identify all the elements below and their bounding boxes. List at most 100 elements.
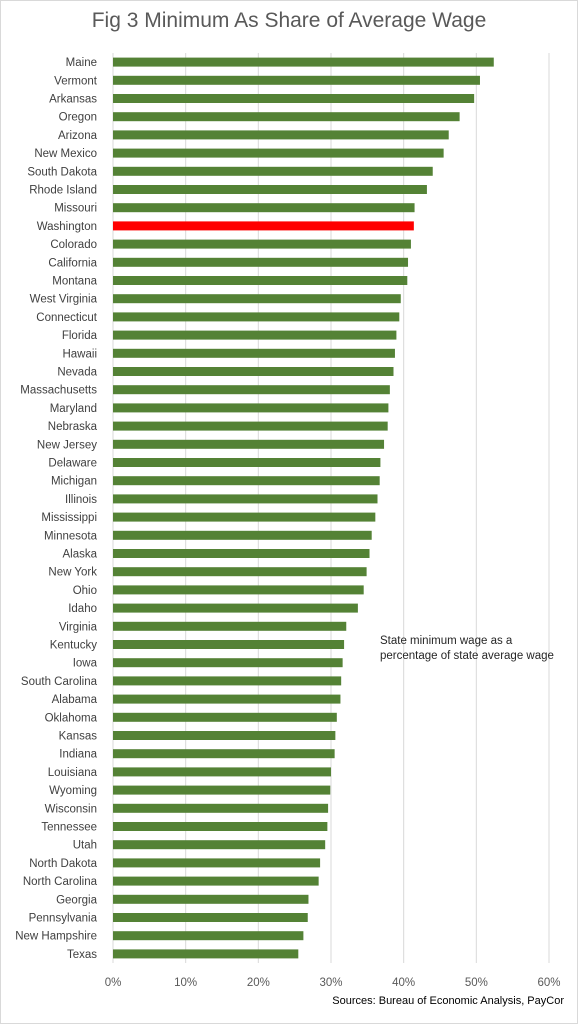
category-label: Vermont <box>54 75 98 87</box>
category-labels: Maine Vermont Arkansas Oregon Arizona New Mex… <box>15 57 98 961</box>
bar <box>113 876 319 886</box>
bar <box>113 257 409 267</box>
category-label: West Virginia <box>30 294 98 306</box>
x-tick-label: 0% <box>105 977 122 989</box>
category-label: Pennsylvania <box>29 913 98 925</box>
category-label: Kentucky <box>50 640 98 652</box>
bar <box>113 294 401 304</box>
category-label: Massachusetts <box>20 385 97 397</box>
bar <box>113 239 411 249</box>
x-tick-label: 60% <box>537 977 560 989</box>
bar <box>113 949 299 959</box>
bar <box>113 567 367 577</box>
bar <box>113 385 390 395</box>
category-label: Mississippi <box>41 512 97 524</box>
bar <box>113 731 336 740</box>
bar <box>113 494 378 504</box>
category-label: Connecticut <box>36 312 98 324</box>
bar <box>113 822 328 831</box>
category-label: California <box>48 257 97 269</box>
category-label: Arizona <box>58 130 98 142</box>
category-label: Rhode Island <box>29 185 97 197</box>
bar <box>113 312 400 322</box>
bar <box>113 658 343 668</box>
bar <box>113 530 372 540</box>
bar <box>113 130 449 140</box>
category-label: Nevada <box>57 367 97 379</box>
category-label: Hawaii <box>62 348 97 360</box>
x-tick-labels: 0% 10% 20% 30% 40% 50% 60% <box>105 977 561 989</box>
bar <box>113 203 415 213</box>
category-label: Texas <box>67 949 97 961</box>
bar <box>113 185 427 194</box>
bar <box>113 858 321 868</box>
bar <box>113 94 475 103</box>
bar <box>113 749 335 759</box>
category-label: South Carolina <box>21 676 98 688</box>
category-label: Ohio <box>73 585 97 597</box>
category-label: New York <box>48 567 97 579</box>
x-tick-label: 10% <box>174 977 197 989</box>
category-label: North Carolina <box>23 876 98 888</box>
category-label: Arkansas <box>49 94 97 106</box>
bar <box>113 112 460 122</box>
category-label: Washington <box>37 221 97 233</box>
category-label: Oklahoma <box>45 712 98 724</box>
bar <box>113 439 385 449</box>
x-tick-label: 20% <box>247 977 270 989</box>
category-label: Alaska <box>62 549 97 561</box>
category-label: Nebraska <box>48 421 98 433</box>
bar <box>113 676 342 686</box>
category-label: Louisiana <box>48 767 98 779</box>
category-label: New Mexico <box>34 148 97 160</box>
bars <box>113 57 494 959</box>
chart-title: Fig 3 Minimum As Share of Average Wage <box>91 9 487 32</box>
category-label: Oregon <box>59 112 97 124</box>
bar <box>113 603 358 613</box>
bar <box>113 894 309 904</box>
x-tick-label: 50% <box>465 977 488 989</box>
bar <box>113 549 370 558</box>
category-label: Indiana <box>59 749 97 761</box>
category-label: Minnesota <box>44 530 98 542</box>
x-tick-label: 30% <box>319 977 342 989</box>
category-label: Georgia <box>56 894 98 906</box>
bar <box>113 330 397 340</box>
bar <box>113 458 381 467</box>
category-label: New Hampshire <box>15 931 97 943</box>
category-label: Maine <box>66 57 97 69</box>
bar <box>113 367 394 376</box>
category-label: Alabama <box>52 694 98 706</box>
category-label: Idaho <box>68 603 97 615</box>
category-label: Kansas <box>59 731 98 743</box>
category-label: Florida <box>62 330 98 342</box>
category-label: Iowa <box>73 658 98 670</box>
bar <box>113 913 308 922</box>
category-label: Wisconsin <box>45 803 97 815</box>
category-label: Virginia <box>59 621 98 633</box>
category-label: North Dakota <box>29 858 97 870</box>
bar <box>113 785 331 795</box>
source-note: Sources: Bureau of Economic Analysis, Pa… <box>332 995 564 1007</box>
bar <box>113 57 494 67</box>
category-label: New Jersey <box>37 439 97 451</box>
bar <box>113 767 331 777</box>
bar <box>113 148 444 158</box>
category-label: Tennessee <box>41 822 97 834</box>
category-label: Michigan <box>51 476 97 488</box>
x-tick-label: 40% <box>392 977 415 989</box>
bar <box>113 75 480 85</box>
bar <box>113 512 376 522</box>
category-label: Maryland <box>50 403 97 415</box>
category-label: Montana <box>52 276 97 288</box>
bar <box>113 931 304 941</box>
bar <box>113 421 388 431</box>
bar <box>113 221 414 231</box>
bar <box>113 803 329 813</box>
category-label: Delaware <box>48 458 97 470</box>
bar <box>113 694 341 704</box>
category-label: Colorado <box>50 239 97 251</box>
bar <box>113 585 364 595</box>
category-label: Utah <box>73 840 97 852</box>
